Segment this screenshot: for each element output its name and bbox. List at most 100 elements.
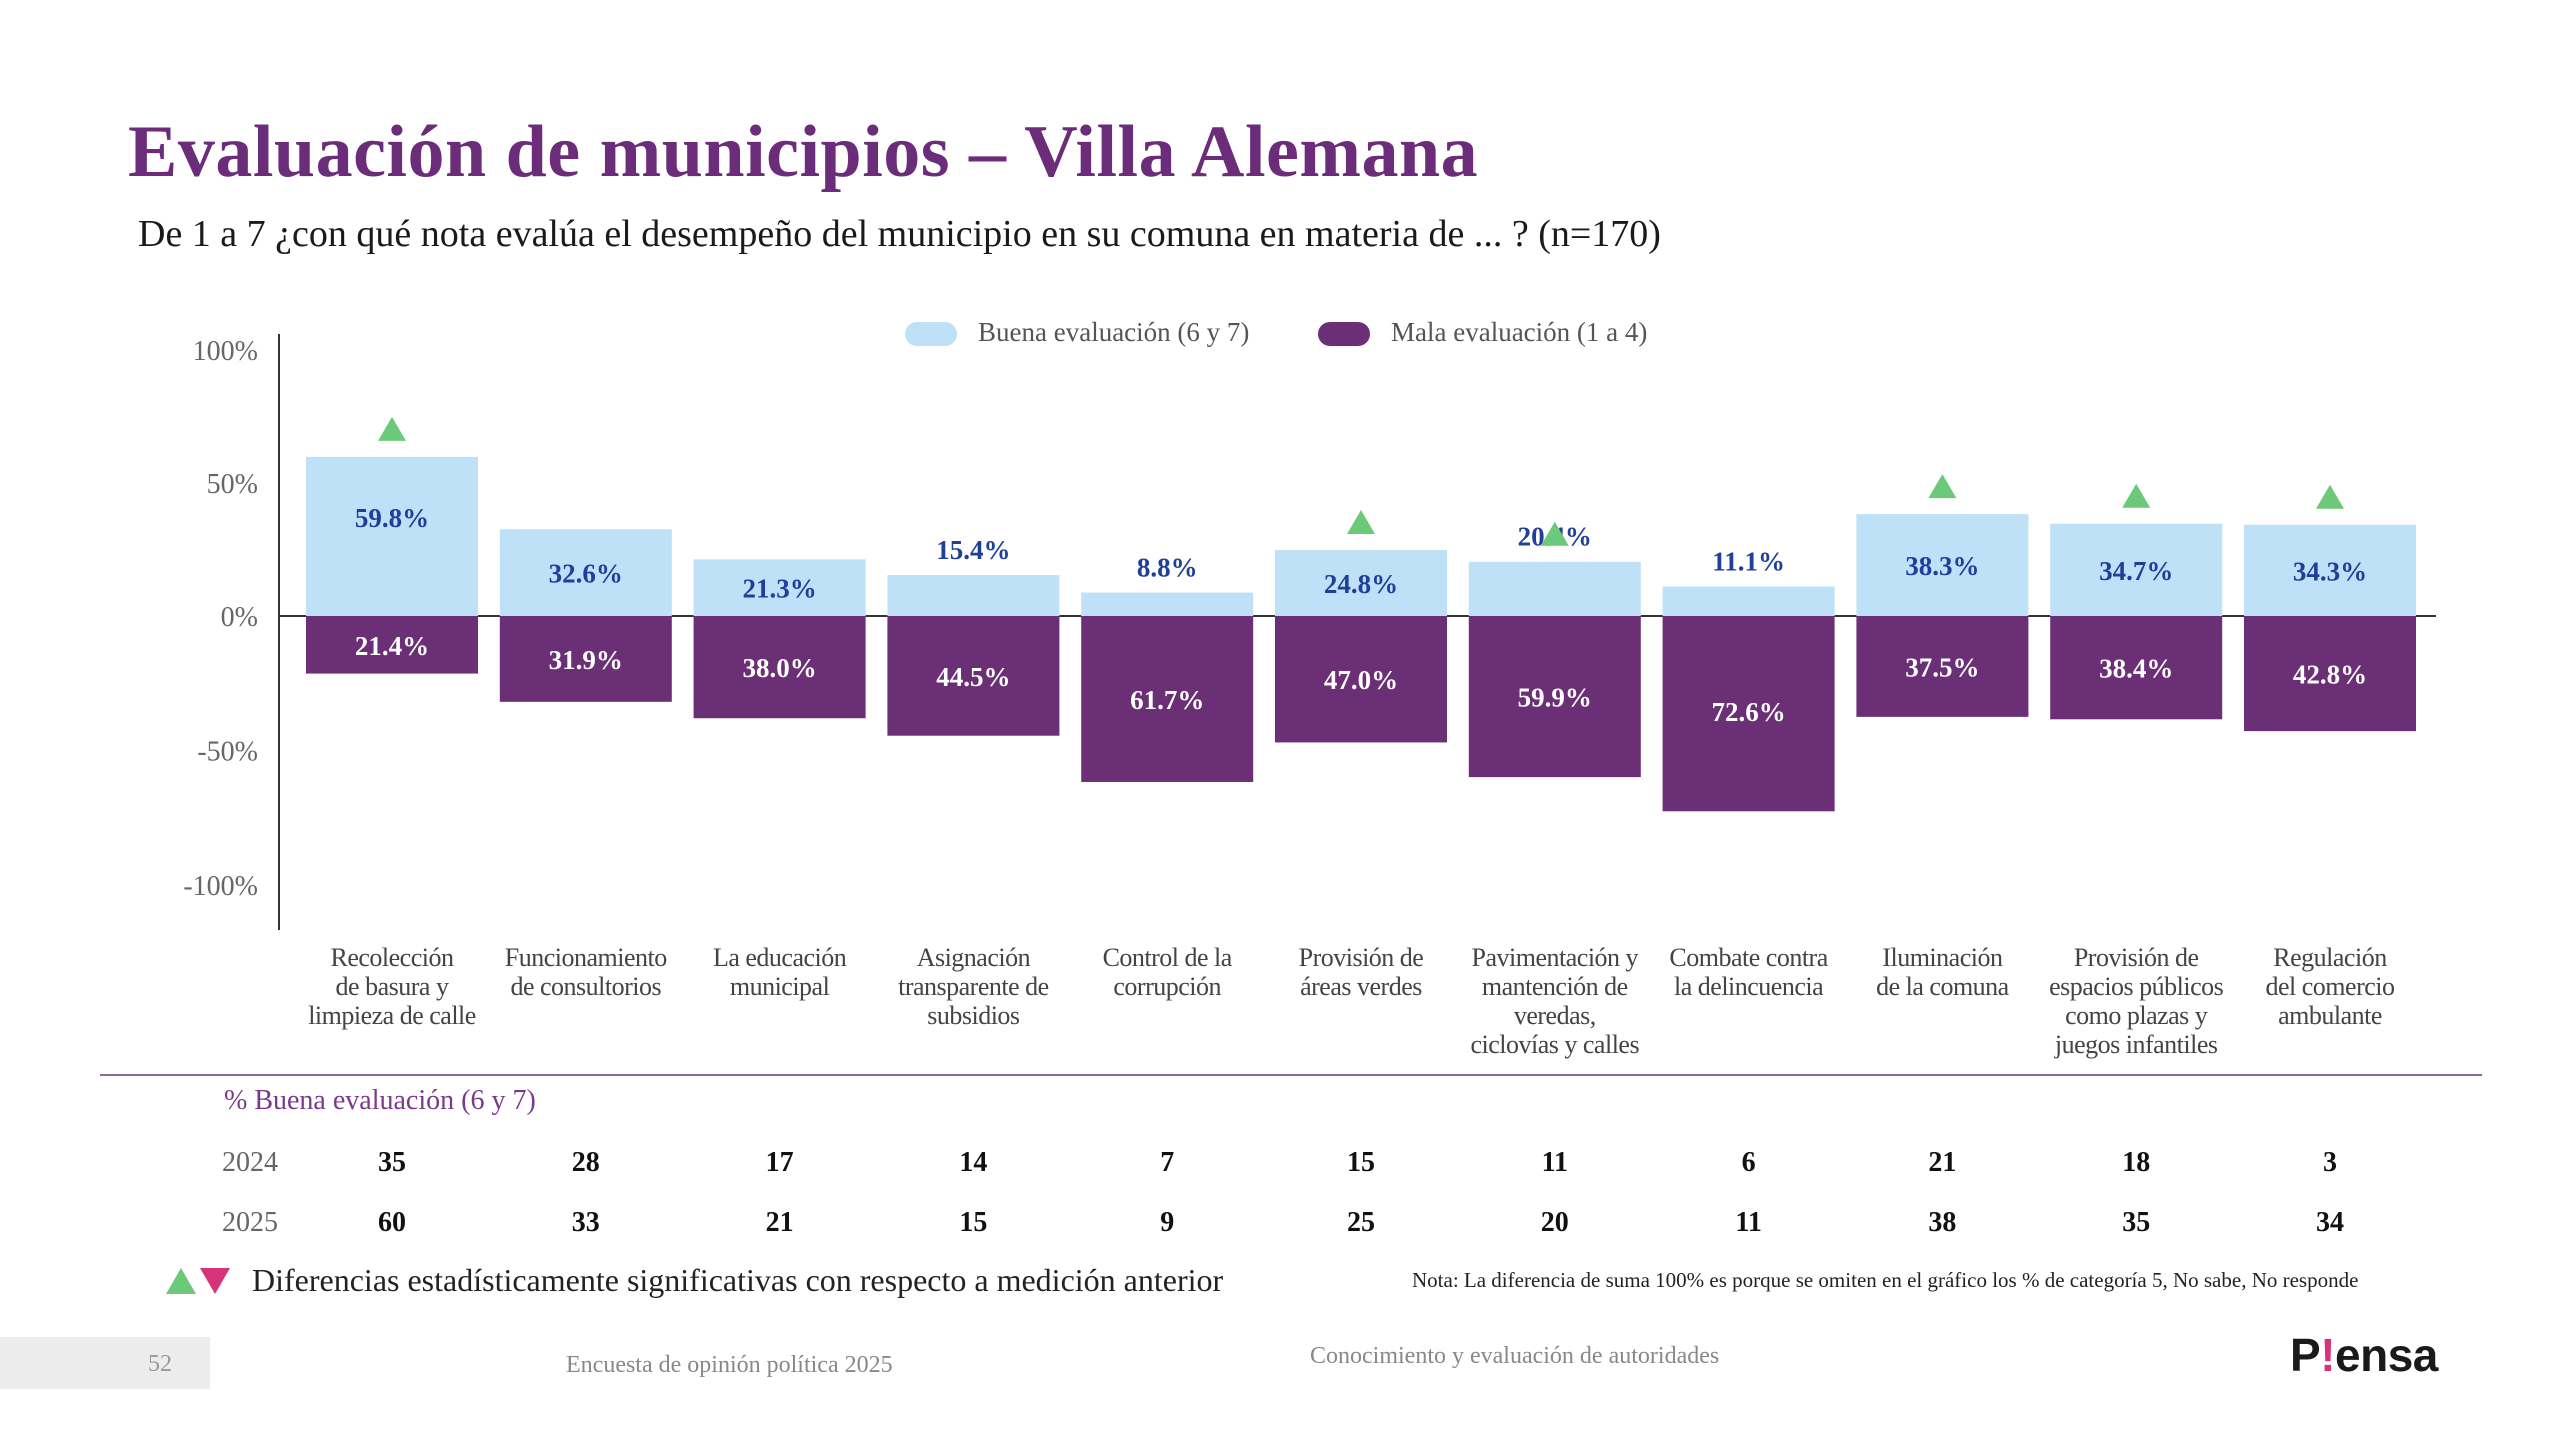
category-label: Pavimentación y: [1472, 943, 1639, 972]
bar-good: [2244, 524, 2416, 616]
category-label: Recolección: [331, 943, 454, 972]
table-cell: 6: [1741, 1147, 1756, 1178]
table-cell: 38: [1928, 1207, 1957, 1238]
category-label: Provisión de: [2074, 943, 2199, 972]
data-label-bad: 42.8%: [2293, 660, 2367, 690]
bar-bad: [2050, 616, 2223, 720]
bar-bad: [693, 616, 866, 719]
data-label-bad: 59.9%: [1518, 683, 1592, 713]
table-cell: 33: [571, 1207, 600, 1238]
category-label: Control de la: [1103, 943, 1233, 972]
data-label-good: 24.8%: [1324, 569, 1398, 599]
bar-bad: [1662, 616, 1835, 812]
table-cell: 11: [1541, 1147, 1569, 1178]
data-label-bad: 21.4%: [355, 631, 429, 661]
category-label: veredas,: [1514, 1001, 1596, 1030]
category-label: Provisión de: [1299, 943, 1424, 972]
category-label: transparente de: [898, 972, 1049, 1001]
category-label: subsidios: [927, 1001, 1020, 1030]
category-label: espacios públicos: [2049, 972, 2224, 1001]
category-label: Iluminación: [1882, 943, 2003, 972]
y-tick-label: 0%: [221, 602, 258, 633]
table-separator: [100, 1074, 2482, 1076]
table-cell: 35: [2122, 1207, 2151, 1238]
category-label: corrupción: [1113, 972, 1221, 1001]
category-label: juegos infantiles: [2054, 1030, 2218, 1059]
bar-good: [1081, 592, 1254, 616]
table-cell: 35: [378, 1147, 406, 1178]
significance-up-icon: [1928, 474, 1957, 499]
bar-bad: [2244, 616, 2416, 732]
y-tick-label: -50%: [197, 737, 258, 768]
page-title: Evaluación de municipios – Villa Alemana: [128, 111, 1479, 193]
category-label: áreas verdes: [1300, 972, 1422, 1001]
category-label: limpieza de calle: [308, 1001, 476, 1030]
category-label: como plazas y: [2065, 1001, 2208, 1030]
y-tick-label: 100%: [193, 336, 258, 367]
bar-bad: [1468, 616, 1641, 778]
significance-up-icon: [1540, 521, 1569, 546]
table-cell: 60: [378, 1207, 406, 1238]
category-label: de basura y: [336, 972, 449, 1001]
footer-survey: Encuesta de opinión política 2025: [566, 1352, 893, 1378]
data-label-good: 8.8%: [1137, 553, 1198, 583]
data-label-bad: 37.5%: [1905, 652, 1979, 682]
table-cell: 25: [1347, 1207, 1375, 1238]
data-label-good: 15.4%: [936, 535, 1010, 565]
table-cell: 21: [765, 1207, 794, 1238]
table-cell: 3: [2323, 1147, 2337, 1178]
category-label: ambulante: [2278, 1001, 2382, 1030]
table-cell: 17: [765, 1147, 794, 1178]
data-label-bad: 47.0%: [1324, 665, 1398, 695]
bar-good: [1662, 586, 1835, 616]
footer-section: Conocimiento y evaluación de autoridades: [1310, 1343, 1720, 1369]
table-cell: 9: [1160, 1207, 1175, 1238]
piensa-logo: P!ensa: [2290, 1329, 2438, 1381]
category-label: Asignación: [917, 943, 1031, 972]
category-label: mantención de: [1482, 972, 1628, 1001]
category-label: del comercio: [2266, 972, 2395, 1001]
data-label-good: 34.7%: [2099, 556, 2173, 586]
table-cell: 7: [1160, 1147, 1175, 1178]
data-label-bad: 38.0%: [742, 653, 816, 683]
legend-swatch-good: [905, 322, 957, 346]
data-label-good: 38.3%: [1905, 551, 1979, 581]
bar-bad: [1275, 616, 1447, 743]
table-cell: 20: [1540, 1207, 1569, 1238]
row-label-2025: 2025: [222, 1207, 278, 1238]
table-cell: 15: [1347, 1147, 1375, 1178]
page-number-box: [0, 1337, 210, 1389]
category-label: Funcionamiento: [505, 943, 667, 972]
bar-bad: [1856, 616, 2029, 717]
data-label-good: 11.1%: [1712, 546, 1785, 576]
data-label-bad: 61.7%: [1130, 685, 1204, 715]
data-label-good: 34.3%: [2293, 556, 2367, 586]
page-subtitle: De 1 a 7 ¿con qué nota evalúa el desempe…: [138, 213, 1661, 255]
significance-up-icon: [378, 416, 406, 441]
table-cell: 34: [2316, 1207, 2344, 1238]
y-tick-label: 50%: [207, 469, 258, 500]
data-label-good: 59.8%: [355, 503, 429, 533]
table-cell: 28: [571, 1147, 600, 1178]
significance-up-icon: [1347, 510, 1375, 535]
category-label: Regulación: [2273, 943, 2387, 972]
bar-good: [887, 575, 1060, 616]
category-label: de consultorios: [510, 972, 661, 1001]
data-label-bad: 44.5%: [936, 662, 1010, 692]
triangle-down-icon: [200, 1267, 230, 1294]
table-cell: 15: [959, 1207, 988, 1238]
legend-swatch-bad: [1318, 322, 1370, 346]
category-label: La educación: [713, 943, 847, 972]
category-label: ciclovías y calles: [1470, 1030, 1639, 1059]
table-title: % Buena evaluación (6 y 7): [224, 1085, 536, 1116]
bar-chart: 100% 50% 0% -50% -100% Buena evaluación (6 y …: [183, 317, 2436, 1059]
bar-bad: [887, 616, 1060, 736]
table-cell: 11: [1735, 1207, 1762, 1238]
bar-good: [1275, 550, 1447, 616]
significance-up-icon: [2316, 484, 2344, 509]
triangle-up-icon: [166, 1267, 196, 1294]
data-label-bad: 72.6%: [1711, 697, 1785, 727]
data-label-good: 32.6%: [549, 559, 623, 589]
legend-label-good: Buena evaluación (6 y 7): [978, 317, 1249, 347]
category-label: municipal: [730, 972, 830, 1001]
